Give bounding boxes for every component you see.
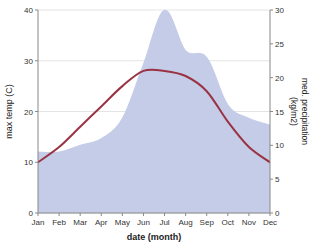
x-tick-label: May — [115, 218, 130, 227]
x-tick-label: Oct — [222, 218, 235, 227]
y-tick-label: 0 — [29, 209, 34, 218]
y-tick — [35, 162, 38, 163]
y2-tick-label: 5 — [275, 175, 280, 184]
x-tick-label: Jul — [159, 218, 169, 227]
y2-tick — [270, 10, 273, 11]
y2-tick-label: 10 — [275, 141, 284, 150]
y2-tick — [270, 43, 273, 44]
x-tick — [206, 213, 207, 216]
y2-axis-title: med. precipitation(kg/m2) — [289, 78, 310, 145]
x-axis-title: date (month) — [127, 232, 182, 242]
x-tick-label: Jun — [137, 218, 150, 227]
axes: 0 10 20 30 40 0 5 10 15 20 25 30 Jan Feb Mar Apr May Jun J… — [24, 6, 284, 227]
x-tick — [270, 213, 271, 216]
y2-tick — [270, 77, 273, 78]
y2-axis-title-line: (kg/m2) — [289, 97, 299, 126]
plot-area — [38, 10, 270, 213]
y-tick-label: 20 — [24, 108, 33, 117]
x-tick-label: Nov — [242, 218, 256, 227]
y2-tick — [270, 111, 273, 112]
grid-line — [38, 213, 270, 214]
y2-tick-label: 25 — [275, 40, 284, 49]
y-tick — [35, 111, 38, 112]
y2-tick-label: 20 — [275, 74, 284, 83]
y2-tick-label: 30 — [275, 6, 284, 15]
y-tick — [35, 10, 38, 11]
x-tick-label: Mar — [73, 218, 87, 227]
y2-tick-label: 15 — [275, 108, 284, 117]
y2-axis-title-line: med. precipitation — [300, 78, 310, 145]
y-tick — [35, 60, 38, 61]
x-tick — [38, 213, 39, 216]
y-tick-label: 40 — [24, 6, 33, 15]
x-tick-label: Jan — [32, 218, 45, 227]
x-tick — [227, 213, 228, 216]
y2-tick — [270, 145, 273, 146]
precipitation-area — [38, 10, 270, 213]
chart: 0 10 20 30 40 0 5 10 15 20 25 30 Jan Feb Mar Apr May Jun J… — [0, 0, 318, 247]
x-tick — [80, 213, 81, 216]
grid — [38, 10, 270, 213]
temperature-line — [38, 70, 270, 163]
x-tick — [185, 213, 186, 216]
x-tick — [122, 213, 123, 216]
y-tick-label: 30 — [24, 57, 33, 66]
x-tick — [164, 213, 165, 216]
x-axis-line — [38, 213, 270, 214]
x-tick — [143, 213, 144, 216]
x-tick-label: Aug — [179, 218, 193, 227]
y2-tick-label: 0 — [275, 209, 280, 218]
x-tick — [101, 213, 102, 216]
y-axis-title: max temp (C) — [4, 84, 14, 139]
grid-line — [38, 10, 270, 11]
y2-tick — [270, 179, 273, 180]
y-tick-label: 10 — [24, 158, 33, 167]
x-tick-label: Dec — [263, 218, 277, 227]
x-tick — [59, 213, 60, 216]
x-tick — [248, 213, 249, 216]
x-tick-label: Feb — [52, 218, 66, 227]
x-tick-label: Apr — [95, 218, 108, 227]
x-tick-label: Sep — [200, 218, 215, 227]
